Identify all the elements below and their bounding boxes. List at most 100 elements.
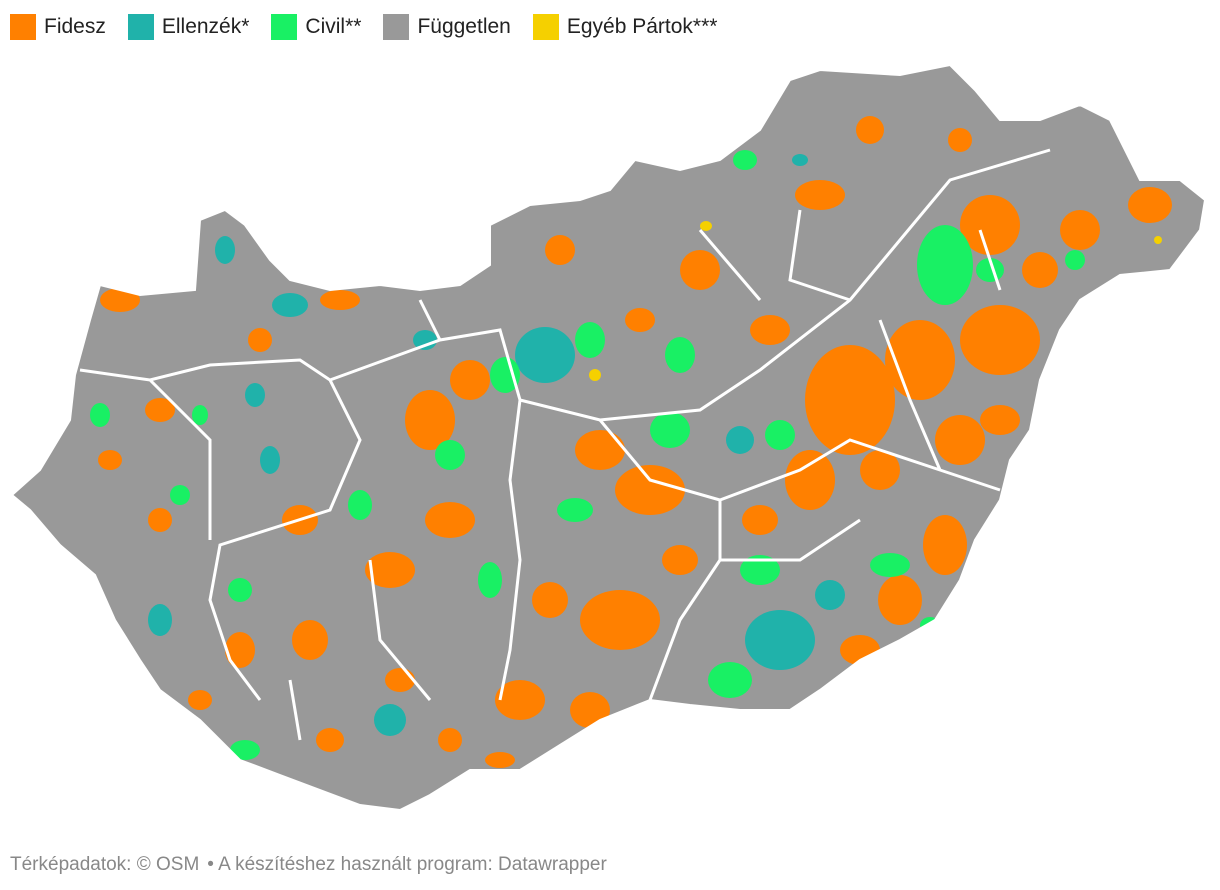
district-area <box>515 327 575 383</box>
legend-swatch <box>532 14 559 40</box>
tool-credit: • A készítéshez használt program: Datawr… <box>207 854 607 875</box>
district-area <box>413 330 437 350</box>
district-area <box>90 403 110 427</box>
district-area <box>795 180 845 210</box>
district-area <box>575 322 605 358</box>
district-area <box>805 345 895 455</box>
district-area <box>260 446 280 474</box>
county-borders <box>79 148 1051 741</box>
district-area <box>225 632 255 668</box>
legend-swatch <box>127 14 154 40</box>
district-area <box>188 690 212 710</box>
district-area <box>385 668 415 692</box>
district-area <box>742 505 778 535</box>
district-area <box>435 440 465 470</box>
legend-label: Egyéb Pártok*** <box>566 15 718 38</box>
district-area <box>292 620 328 660</box>
district-area <box>815 580 845 610</box>
district-area <box>478 562 502 598</box>
district-area <box>615 465 685 515</box>
district-area <box>570 692 610 728</box>
district-area <box>575 430 625 470</box>
district-area <box>750 315 790 345</box>
district-area <box>100 288 140 312</box>
district-area <box>348 490 372 520</box>
district-area <box>557 498 593 522</box>
district-area <box>1065 250 1085 270</box>
district-area <box>650 412 690 448</box>
district-area <box>425 502 475 538</box>
district-area <box>374 704 406 736</box>
district-area <box>785 450 835 510</box>
district-area <box>192 405 208 425</box>
district-area <box>726 426 754 454</box>
district-area <box>1022 252 1058 288</box>
district-area <box>145 398 175 422</box>
district-area <box>960 195 1020 255</box>
district-area <box>230 740 260 760</box>
district-area <box>580 590 660 650</box>
district-area <box>733 150 757 170</box>
map <box>11 64 1206 811</box>
district-area <box>438 728 462 752</box>
district-area <box>545 235 575 265</box>
district-area <box>148 604 172 636</box>
legend-swatch <box>271 14 298 40</box>
district-area <box>215 236 235 264</box>
district-area <box>856 116 884 144</box>
district-area <box>170 485 190 505</box>
district-area <box>708 662 752 698</box>
district-area <box>870 553 910 577</box>
district-area <box>316 728 344 752</box>
district-area <box>490 357 520 393</box>
district-area <box>665 337 695 373</box>
map-source: Térképadatok: © OSM <box>10 854 200 875</box>
district-area <box>228 578 252 602</box>
district-area <box>980 405 1020 435</box>
district-area <box>245 383 265 407</box>
district-area <box>272 293 308 317</box>
district-area <box>450 360 490 400</box>
legend-item: Fidesz <box>10 14 106 40</box>
district-area <box>878 575 922 625</box>
district-area <box>248 328 272 352</box>
legend-swatch <box>383 14 410 40</box>
district-area <box>495 680 545 720</box>
district-area <box>1060 210 1100 250</box>
district-area <box>365 552 415 588</box>
district-area <box>935 415 985 465</box>
district-area <box>1154 236 1162 244</box>
legend-item: Egyéb Pártok*** <box>532 14 718 40</box>
district-area <box>917 225 973 305</box>
district-area <box>860 450 900 490</box>
legend-label: Független <box>417 15 511 38</box>
district-area <box>765 420 795 450</box>
district-area <box>1128 187 1172 223</box>
district-area <box>948 128 972 152</box>
district-area <box>923 515 967 575</box>
district-area <box>98 450 122 470</box>
district-area <box>745 610 815 670</box>
legend-item: Civil** <box>271 14 361 40</box>
district-area <box>485 752 515 768</box>
district-area <box>662 545 698 575</box>
district-area <box>976 258 1004 282</box>
district-area <box>589 369 601 381</box>
legend-item: Független <box>383 14 511 40</box>
district-area <box>740 555 780 585</box>
district-area <box>625 308 655 332</box>
legend: Fidesz Ellenzék* Civil** Független Egyéb Pár… <box>10 14 717 40</box>
district-area <box>532 582 568 618</box>
district-area <box>320 290 360 310</box>
district-area <box>148 508 172 532</box>
district-area <box>960 305 1040 375</box>
district-area <box>700 221 712 231</box>
legend-swatch <box>10 14 36 40</box>
district-area <box>680 250 720 290</box>
legend-item: Ellenzék* <box>127 14 250 40</box>
district-area <box>920 617 940 633</box>
district-area <box>792 154 808 166</box>
legend-label: Civil** <box>305 15 362 38</box>
legend-label: Ellenzék* <box>161 15 250 38</box>
